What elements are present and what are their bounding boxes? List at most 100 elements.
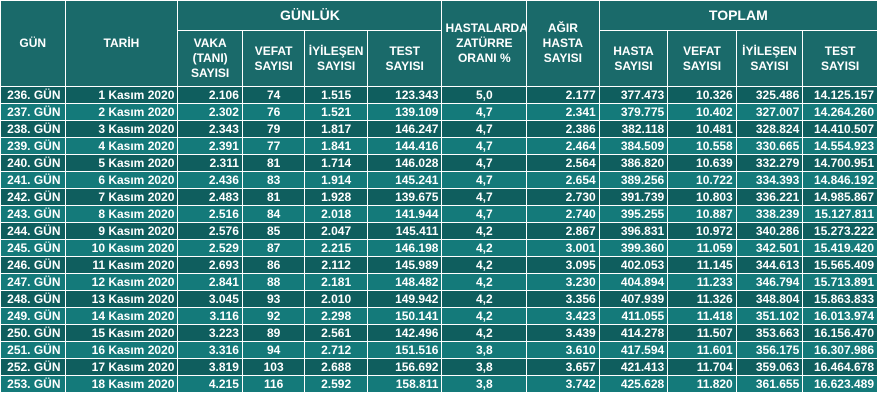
cell-tarih: 17 Kasım 2020 bbox=[64, 358, 179, 376]
cell-vaka: 2.529 bbox=[177, 239, 243, 257]
cell-gun: 240. GÜN bbox=[0, 154, 66, 172]
cell-zaturre-orani: 4,2 bbox=[441, 290, 528, 308]
cell-zaturre-orani: 4,2 bbox=[441, 273, 528, 291]
cell-iyilesen: 2.298 bbox=[304, 307, 368, 325]
cell-zaturre-orani: 4,7 bbox=[441, 137, 528, 155]
cell-test: 123.343 bbox=[366, 86, 443, 104]
cell-test-toplam: 14.410.507 bbox=[802, 120, 878, 138]
cell-test-toplam: 15.863.833 bbox=[802, 290, 878, 308]
table-row: 240. GÜN 5 Kasım 2020 2.311 81 1.714 146.028 4… bbox=[0, 154, 878, 172]
cell-iyilesen-toplam: 325.486 bbox=[735, 86, 804, 104]
cell-test-toplam: 15.127.811 bbox=[802, 205, 878, 223]
cell-iyilesen-toplam: 361.655 bbox=[735, 375, 804, 393]
cell-iyilesen-toplam: 334.393 bbox=[735, 171, 804, 189]
cell-agir-hasta: 2.341 bbox=[526, 103, 600, 121]
header-test-toplam: TEST SAYISI bbox=[802, 30, 878, 87]
cell-vefat-toplam: 11.145 bbox=[667, 256, 737, 274]
header-vefat: VEFAT SAYISI bbox=[241, 30, 306, 87]
cell-hasta-toplam: 379.775 bbox=[598, 103, 669, 121]
cell-agir-hasta: 3.657 bbox=[526, 358, 600, 376]
cell-agir-hasta: 3.356 bbox=[526, 290, 600, 308]
cell-gun: 246. GÜN bbox=[0, 256, 66, 274]
cell-zaturre-orani: 4,7 bbox=[441, 154, 528, 172]
cell-vaka: 2.436 bbox=[177, 171, 243, 189]
cell-vaka: 2.841 bbox=[177, 273, 243, 291]
cell-tarih: 3 Kasım 2020 bbox=[64, 120, 179, 138]
cell-hasta-toplam: 399.360 bbox=[598, 239, 669, 257]
cell-zaturre-orani: 3,8 bbox=[441, 341, 528, 359]
cell-gun: 249. GÜN bbox=[0, 307, 66, 325]
cell-iyilesen-toplam: 342.501 bbox=[735, 239, 804, 257]
cell-iyilesen-toplam: 356.175 bbox=[735, 341, 804, 359]
cell-zaturre-orani: 4,7 bbox=[441, 171, 528, 189]
cell-tarih: 11 Kasım 2020 bbox=[64, 256, 179, 274]
cell-vaka: 2.311 bbox=[177, 154, 243, 172]
cell-iyilesen: 2.592 bbox=[304, 375, 368, 393]
cell-test: 139.675 bbox=[366, 188, 443, 206]
cell-iyilesen: 1.914 bbox=[304, 171, 368, 189]
cell-vefat-toplam: 10.887 bbox=[667, 205, 737, 223]
cell-test: 150.141 bbox=[366, 307, 443, 325]
cell-vefat: 79 bbox=[241, 120, 306, 138]
cell-gun: 247. GÜN bbox=[0, 273, 66, 291]
cell-vefat: 93 bbox=[241, 290, 306, 308]
cell-tarih: 14 Kasım 2020 bbox=[64, 307, 179, 325]
cell-gun: 252. GÜN bbox=[0, 358, 66, 376]
cell-vaka: 2.693 bbox=[177, 256, 243, 274]
cell-vefat: 87 bbox=[241, 239, 306, 257]
cell-iyilesen: 2.112 bbox=[304, 256, 368, 274]
cell-hasta-toplam: 407.939 bbox=[598, 290, 669, 308]
header-agir-hasta: AĞIR HASTA SAYISI bbox=[526, 0, 600, 87]
cell-test-toplam: 15.273.222 bbox=[802, 222, 878, 240]
cell-test-toplam: 16.013.974 bbox=[802, 307, 878, 325]
cell-vefat-toplam: 11.418 bbox=[667, 307, 737, 325]
cell-hasta-toplam: 417.594 bbox=[598, 341, 669, 359]
cell-hasta-toplam: 384.509 bbox=[598, 137, 669, 155]
cell-hasta-toplam: 425.628 bbox=[598, 375, 669, 393]
cell-test: 148.482 bbox=[366, 273, 443, 291]
cell-tarih: 15 Kasım 2020 bbox=[64, 324, 179, 342]
cell-vefat: 76 bbox=[241, 103, 306, 121]
cell-test: 144.416 bbox=[366, 137, 443, 155]
cell-iyilesen: 1.841 bbox=[304, 137, 368, 155]
cell-vaka: 3.223 bbox=[177, 324, 243, 342]
cell-vefat-toplam: 10.326 bbox=[667, 86, 737, 104]
table-row: 250. GÜN 15 Kasım 2020 3.223 89 2.561 142.496… bbox=[0, 324, 878, 342]
cell-iyilesen-toplam: 348.804 bbox=[735, 290, 804, 308]
cell-vefat-toplam: 11.704 bbox=[667, 358, 737, 376]
table-row: 242. GÜN 7 Kasım 2020 2.483 81 1.928 139.675 4… bbox=[0, 188, 878, 206]
cell-agir-hasta: 2.654 bbox=[526, 171, 600, 189]
cell-test-toplam: 15.419.420 bbox=[802, 239, 878, 257]
cell-test: 146.198 bbox=[366, 239, 443, 257]
cell-agir-hasta: 2.386 bbox=[526, 120, 600, 138]
cell-iyilesen-toplam: 330.665 bbox=[735, 137, 804, 155]
cell-hasta-toplam: 391.739 bbox=[598, 188, 669, 206]
cell-tarih: 8 Kasım 2020 bbox=[64, 205, 179, 223]
cell-iyilesen-toplam: 338.239 bbox=[735, 205, 804, 223]
table-header: GÜN TARİH GÜNLÜK HASTALARDA ZATÜRRE ORAN… bbox=[0, 0, 878, 87]
cell-hasta-toplam: 414.278 bbox=[598, 324, 669, 342]
table-row: 251. GÜN 16 Kasım 2020 3.316 94 2.712 151.516… bbox=[0, 341, 878, 359]
cell-tarih: 12 Kasım 2020 bbox=[64, 273, 179, 291]
cell-hasta-toplam: 404.894 bbox=[598, 273, 669, 291]
cell-gun: 237. GÜN bbox=[0, 103, 66, 121]
cell-test: 156.692 bbox=[366, 358, 443, 376]
table-row: 239. GÜN 4 Kasım 2020 2.391 77 1.841 144.416 4… bbox=[0, 137, 878, 155]
cell-test: 139.109 bbox=[366, 103, 443, 121]
cell-test: 145.241 bbox=[366, 171, 443, 189]
cell-zaturre-orani: 4,7 bbox=[441, 188, 528, 206]
cell-vaka: 2.516 bbox=[177, 205, 243, 223]
cell-hasta-toplam: 382.118 bbox=[598, 120, 669, 138]
header-toplam: TOPLAM bbox=[598, 0, 878, 31]
cell-vefat: 92 bbox=[241, 307, 306, 325]
cell-iyilesen: 1.714 bbox=[304, 154, 368, 172]
cell-vefat: 85 bbox=[241, 222, 306, 240]
cell-gun: 253. GÜN bbox=[0, 375, 66, 393]
cell-vefat-toplam: 10.803 bbox=[667, 188, 737, 206]
cell-hasta-toplam: 386.820 bbox=[598, 154, 669, 172]
table-row: 241. GÜN 6 Kasım 2020 2.436 83 1.914 145.241 4… bbox=[0, 171, 878, 189]
cell-iyilesen: 2.712 bbox=[304, 341, 368, 359]
cell-test: 145.989 bbox=[366, 256, 443, 274]
header-gun: GÜN bbox=[0, 0, 66, 87]
table-row: 248. GÜN 13 Kasım 2020 3.045 93 2.010 149.942… bbox=[0, 290, 878, 308]
